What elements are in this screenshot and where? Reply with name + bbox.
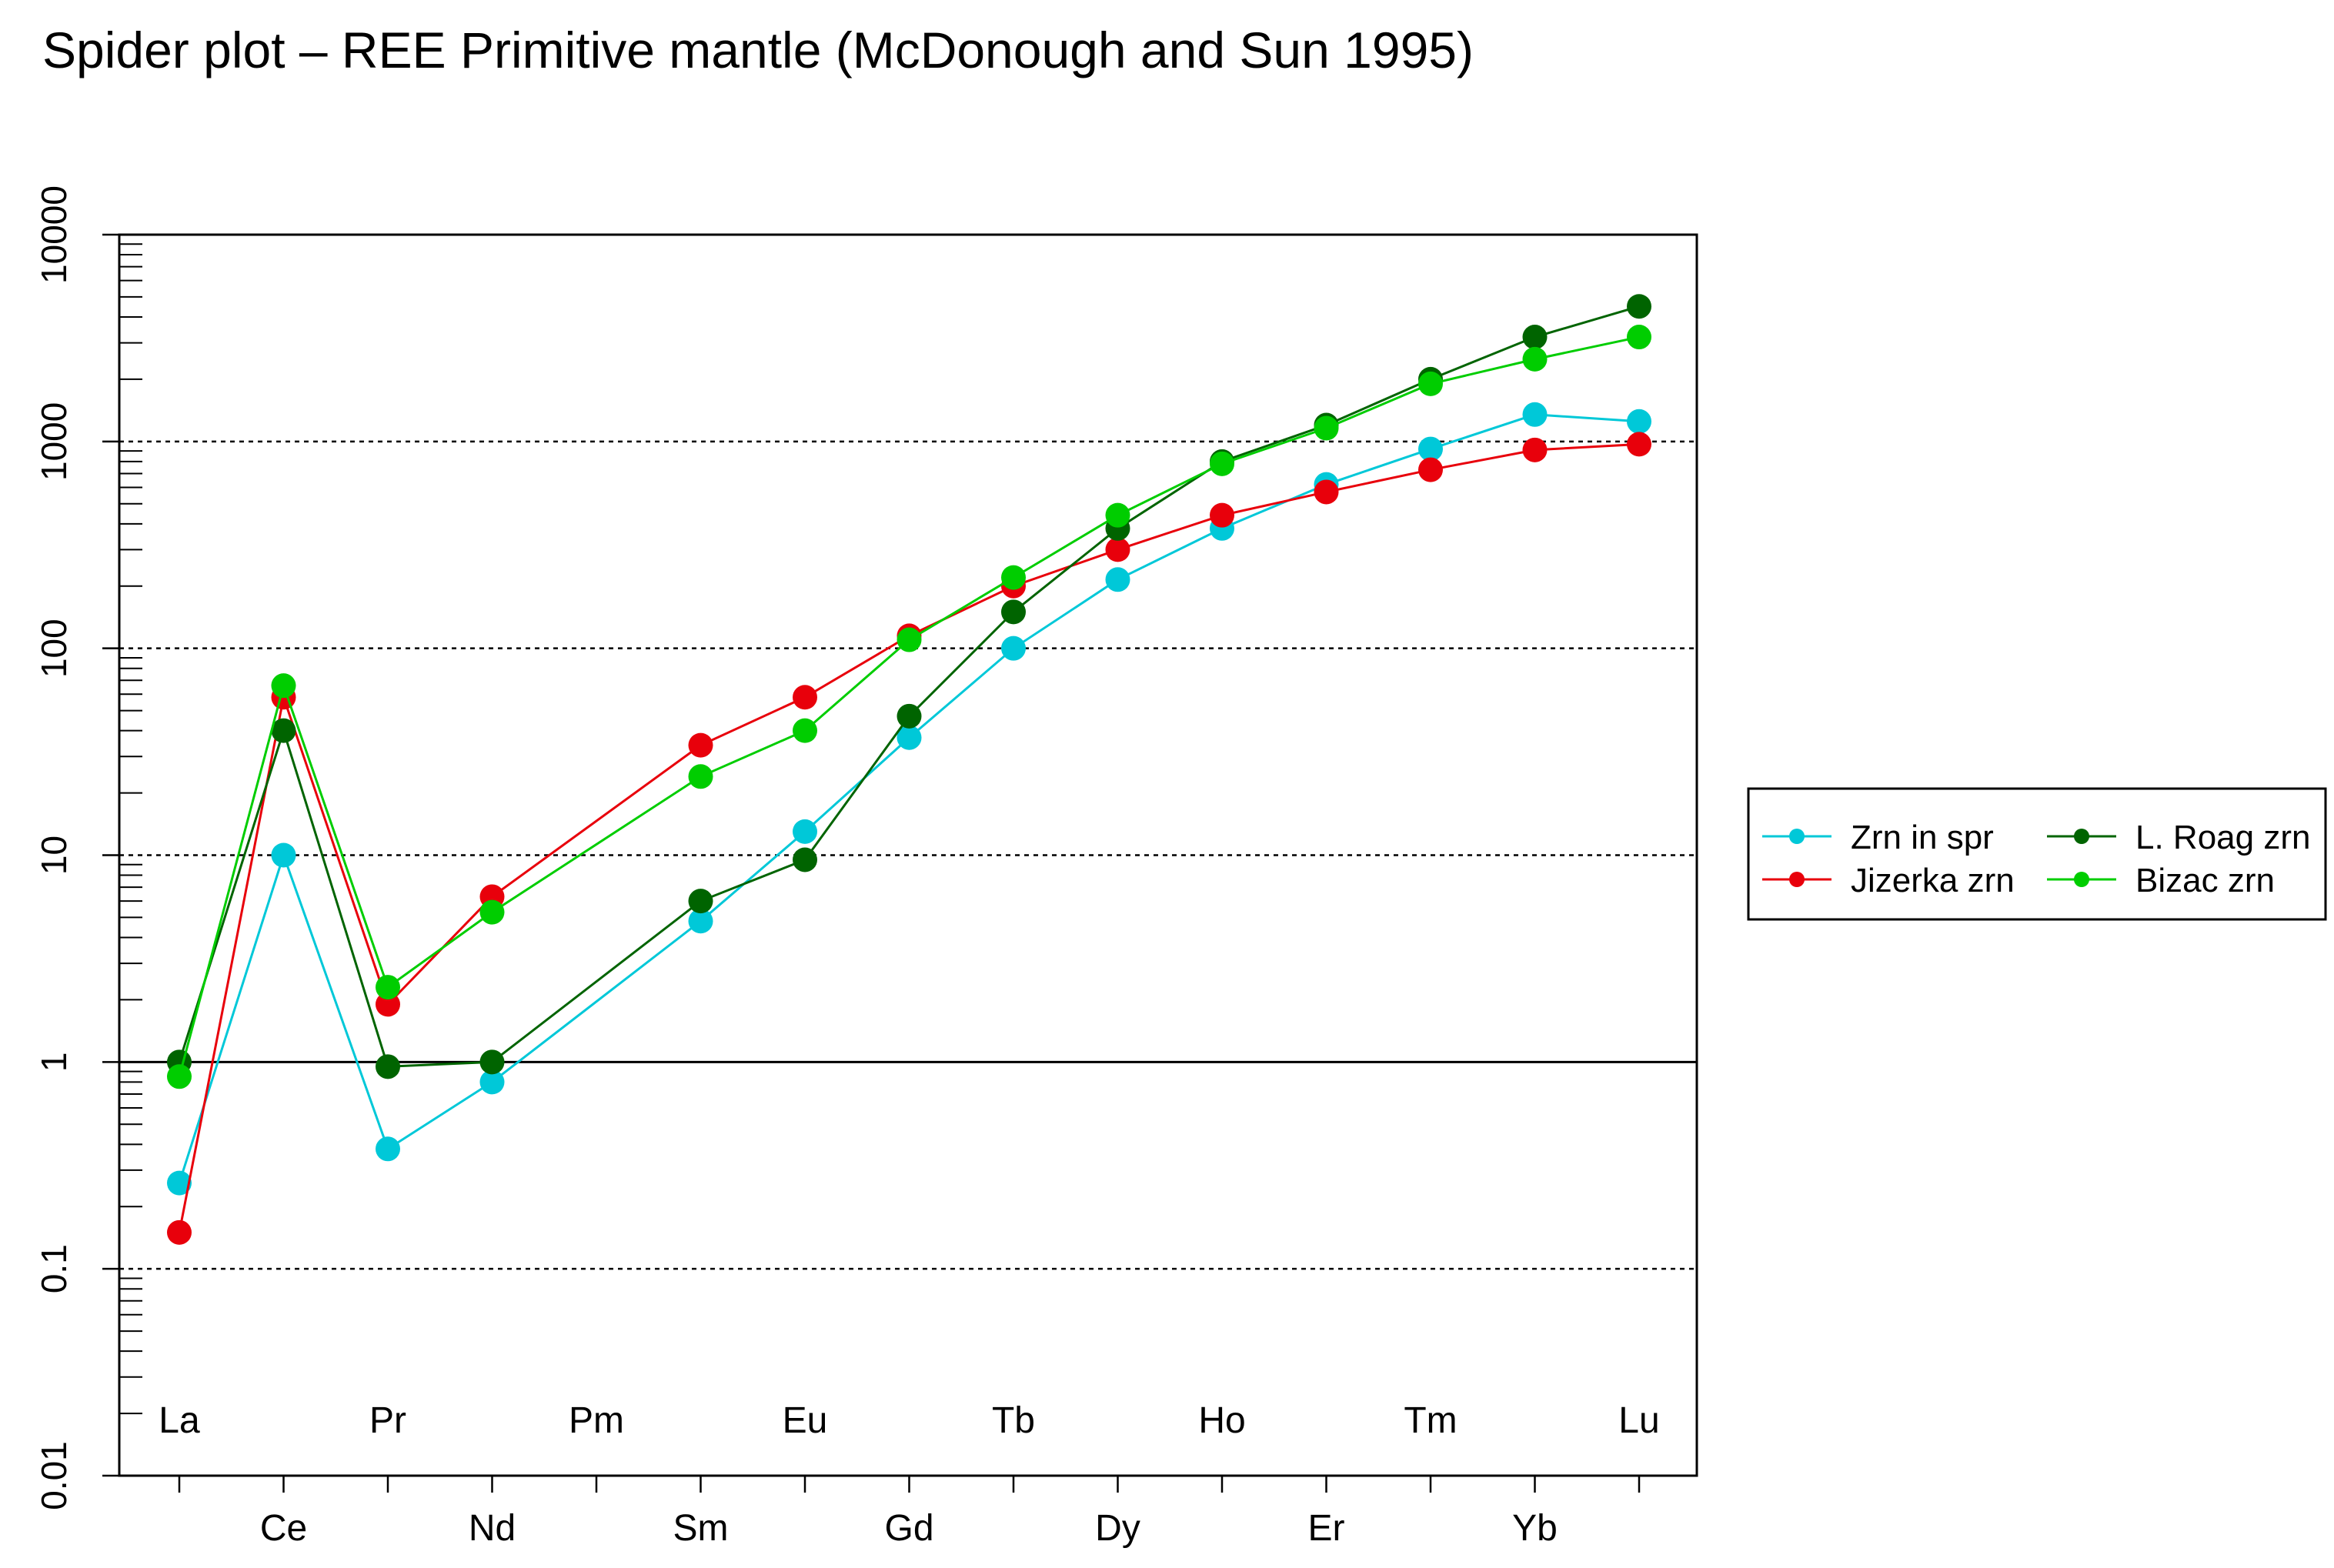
plot-frame — [118, 233, 1698, 1477]
series-bizac-zrn — [167, 325, 1651, 1089]
data-point — [1001, 599, 1026, 625]
data-point — [1627, 294, 1651, 319]
x-tick-label-pm: Pm — [569, 1400, 624, 1441]
data-point — [1001, 565, 1026, 590]
data-point — [271, 673, 296, 699]
data-point — [688, 764, 713, 789]
data-point — [793, 847, 817, 872]
y-tick-label: 1000 — [34, 402, 74, 481]
data-point — [1210, 502, 1234, 528]
x-tick-label-ho: Ho — [1198, 1400, 1245, 1441]
y-axis: 0.01 0.1 1 10 100 1000 10000 — [34, 185, 142, 1510]
legend-item: Zrn in spr — [1762, 819, 1994, 856]
data-point — [1522, 346, 1548, 372]
series-line — [178, 335, 1640, 1077]
data-point — [793, 718, 817, 743]
legend-marker — [2074, 829, 2089, 844]
x-tick-label-tm: Tm — [1404, 1400, 1457, 1441]
data-point — [688, 889, 713, 914]
y-tick-label: 10000 — [34, 185, 74, 284]
data-point — [376, 1136, 400, 1162]
legend-item: L. Roag zrn — [2047, 819, 2310, 856]
series-line — [178, 413, 1640, 1184]
legend-label: L. Roag zrn — [2135, 819, 2310, 856]
data-point — [897, 703, 922, 729]
data-point — [1314, 479, 1339, 505]
x-tick-label-sm: Sm — [673, 1508, 729, 1549]
data-point — [1314, 415, 1339, 441]
data-point — [1105, 537, 1130, 562]
x-tick-label-dy: Dy — [1095, 1508, 1140, 1549]
data-point — [1105, 502, 1130, 528]
x-axis-labels: La Ce Pr Nd Pm Sm Eu Gd Tb Dy Ho Er Tm Yb Lu — [159, 1400, 1659, 1549]
y-tick-label: 0.1 — [34, 1244, 74, 1293]
data-point — [1522, 402, 1548, 427]
data-point — [271, 842, 296, 868]
data-point — [688, 732, 713, 758]
x-tick-label-gd: Gd — [884, 1508, 933, 1549]
legend-marker — [2074, 872, 2089, 887]
data-point — [1105, 567, 1130, 592]
x-tick-label-er: Er — [1308, 1508, 1345, 1549]
data-point — [376, 992, 400, 1017]
data-point — [1418, 457, 1443, 482]
data-point — [688, 909, 713, 934]
data-point — [479, 1049, 505, 1075]
y-tick-label: 10 — [34, 836, 74, 875]
legend-box — [1747, 787, 2327, 921]
x-tick-label-nd: Nd — [469, 1508, 516, 1549]
data-point — [167, 1219, 192, 1245]
x-tick-label-pr: Pr — [369, 1400, 406, 1441]
x-tick-label-la: La — [159, 1400, 200, 1441]
legend-marker — [1789, 872, 1805, 887]
data-point — [1418, 436, 1443, 462]
series-line — [178, 442, 1640, 1233]
data-point — [897, 725, 922, 750]
data-point — [1418, 371, 1443, 396]
x-tick-label-ce: Ce — [260, 1508, 307, 1549]
data-point — [793, 819, 817, 844]
x-tick-label-eu: Eu — [783, 1400, 828, 1441]
data-point — [1627, 409, 1651, 434]
legend-label: Jizerka zrn — [1851, 862, 2015, 899]
data-point — [1627, 432, 1651, 457]
data-point — [1522, 437, 1548, 462]
data-point — [793, 685, 817, 710]
series-line — [178, 305, 1640, 1068]
chart-title: Spider plot – REE Primitive mantle (McDo… — [42, 22, 1474, 78]
data-point — [167, 1170, 192, 1196]
data-point — [1001, 636, 1026, 661]
legend: Zrn in spr Jizerka zrn L. Roag zrn Bizac zr… — [1747, 787, 2327, 921]
data-point — [271, 718, 296, 743]
data-point — [1210, 451, 1234, 476]
legend-label: Bizac zrn — [2135, 862, 2275, 899]
data-point — [479, 1069, 505, 1095]
x-tick-label-lu: Lu — [1618, 1400, 1659, 1441]
x-tick-label-yb: Yb — [1512, 1508, 1558, 1549]
legend-item: Bizac zrn — [2047, 862, 2275, 899]
data-point — [376, 1054, 400, 1079]
data-point — [376, 975, 400, 1000]
y-tick-label: 100 — [34, 619, 74, 678]
data-point — [479, 899, 505, 925]
legend-marker — [1789, 829, 1805, 844]
data-point — [167, 1064, 192, 1089]
y-tick-label: 0.01 — [34, 1441, 74, 1510]
legend-label: Zrn in spr — [1851, 819, 1994, 856]
x-tick-label-tb: Tb — [992, 1400, 1035, 1441]
data-point — [1627, 325, 1651, 350]
data-point — [897, 627, 922, 652]
legend-item: Jizerka zrn — [1762, 862, 2015, 899]
series-group — [167, 294, 1651, 1245]
y-tick-label: 1 — [34, 1053, 74, 1073]
data-point — [1522, 325, 1548, 350]
